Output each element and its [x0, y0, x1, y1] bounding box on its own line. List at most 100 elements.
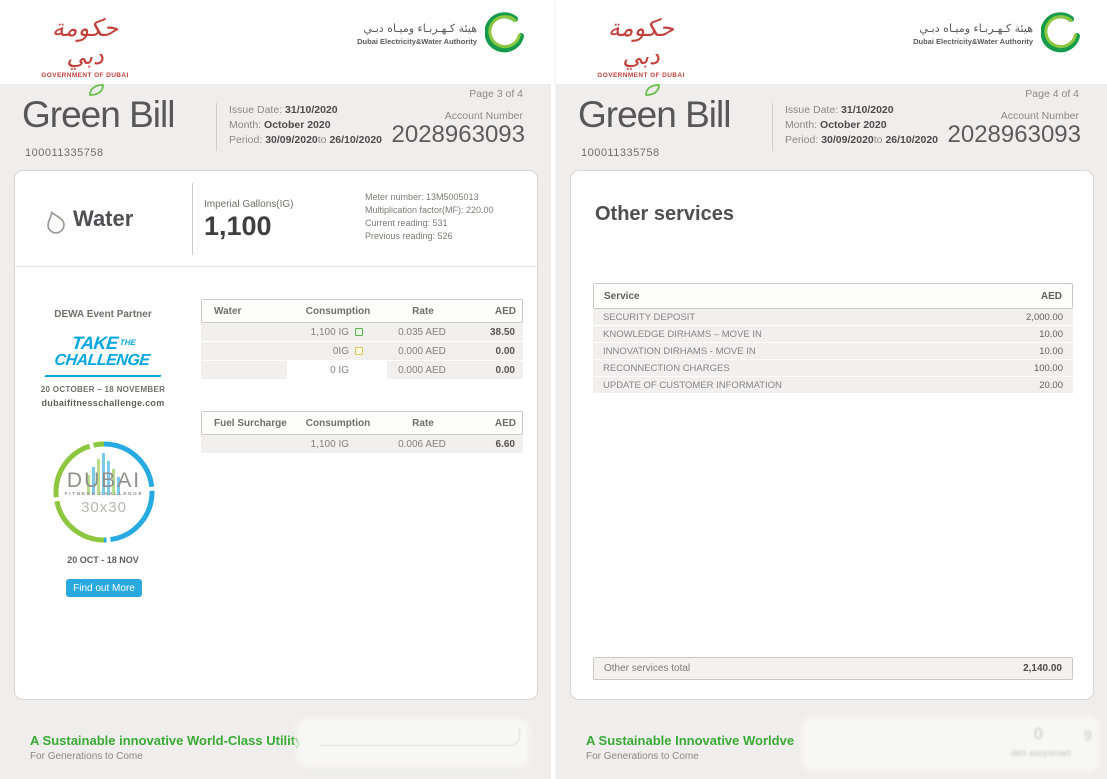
aed-cell: 38.50: [489, 326, 515, 338]
event-partner-label: DEWA Event Partner: [54, 309, 152, 320]
the-text: THE: [119, 338, 137, 347]
dewa-logo: هيئة كـهـربـاء وميـاه دبـي Dubai Electri…: [913, 12, 1085, 56]
month-label: Month:: [229, 119, 262, 131]
total-value: 2,140.00: [1023, 663, 1062, 674]
table-row: KNOWLEDGE DIRHAMS – MOVE IN 10.00: [593, 326, 1073, 343]
redacted-area: [300, 722, 525, 764]
divider: [15, 266, 537, 267]
redacted-fragment: 9: [1084, 727, 1092, 743]
dewa-swoosh-icon: [485, 12, 524, 53]
water-card: Water Imperial Gallons(IG) 1,100 Meter n…: [14, 170, 538, 700]
gov-caption: GOVERNMENT OF DUBAI: [597, 72, 685, 79]
period-from: 30/09/2020: [821, 134, 874, 146]
col-rate: Rate: [412, 417, 434, 429]
aed-cell: 2,000.00: [1026, 311, 1063, 323]
divider: [216, 103, 217, 151]
redacted-fragment: dert aasysmart: [1011, 748, 1071, 758]
table-row: UPDATE OF CUSTOMER INFORMATION 20.00: [593, 377, 1073, 394]
unit-label: Imperial Gallons(IG): [204, 199, 294, 210]
previous-reading: Previous reading: 526: [365, 231, 453, 241]
issue-date-label: Issue Date:: [229, 104, 283, 116]
issue-date-value: 31/10/2020: [841, 104, 894, 116]
dewa-english-name: Dubai Electricity&Water Authority: [913, 37, 1033, 46]
col-service: Service: [604, 290, 640, 302]
challenge-dates: 20 OCTOBER – 18 NOVEMBER: [40, 385, 166, 394]
table-row: 1,100 IG 0.035 AED 38.50: [201, 323, 523, 342]
month-label: Month:: [785, 119, 818, 131]
issue-info: Issue Date: 31/10/2020 Month: October 20…: [785, 103, 938, 148]
page-gutter: [551, 0, 556, 779]
issue-info: Issue Date: 31/10/2020 Month: October 20…: [229, 103, 382, 148]
redacted-area: [806, 720, 1096, 768]
period-from: 30/09/2020: [265, 134, 318, 146]
dewa-arabic-name: هيئة كـهـربـاء وميـاه دبـي: [919, 22, 1033, 35]
aed-cell: 0.00: [495, 364, 515, 376]
take-text: TAKE: [70, 333, 119, 353]
other-services-total-row: Other services total 2,140.00: [593, 657, 1073, 680]
col-water: Water: [214, 305, 242, 317]
service-cell: UPDATE OF CUSTOMER INFORMATION: [603, 379, 782, 391]
other-services-title: Other services: [595, 203, 734, 225]
period-to-word: to: [317, 134, 327, 146]
account-number-label: Account Number: [1000, 110, 1079, 122]
logo-band: حكومة دبي GOVERNMENT OF DUBAI هيئة كـهـر…: [556, 0, 1107, 84]
find-out-more-button[interactable]: Find out More: [66, 579, 142, 597]
bill-number: 100011335758: [25, 147, 104, 159]
issue-date-value: 31/10/2020: [285, 104, 338, 116]
aed-cell: 10.00: [1039, 328, 1063, 340]
footer-slogan: A Sustainable Innovative Worldve: [586, 733, 795, 748]
col-consumption: Consumption: [305, 417, 371, 429]
aed-cell: 6.60: [495, 438, 515, 450]
dewa-english-name: Dubai Electricity&Water Authority: [357, 37, 477, 46]
period-to-word: to: [873, 134, 883, 146]
table-row: 0 IG 0.000 AED 0.00: [201, 361, 523, 380]
consumption-cell: 0IG: [332, 345, 349, 357]
consumption-cell: 1,100 IG: [310, 438, 349, 450]
period-label: Period:: [785, 134, 819, 146]
dewa-swoosh-icon: [1041, 12, 1080, 53]
dfc-dates: 20 OCT - 18 NOV: [67, 555, 139, 565]
meter-details: Meter number: 13M5005013 Multiplication …: [365, 191, 494, 243]
service-cell: INNOVATION DIRHAMS - MOVE IN: [603, 345, 756, 357]
gov-caption: GOVERNMENT OF DUBAI: [41, 72, 129, 79]
period-to: 26/10/2020: [885, 134, 939, 146]
green-bill-title: Green Bill: [22, 94, 175, 135]
table-row: RECONNECTION CHARGES 100.00: [593, 360, 1073, 377]
dfc-title: DUBAI: [66, 469, 142, 492]
water-drop-icon: [47, 210, 65, 234]
total-label: Other services total: [604, 663, 691, 674]
aed-cell: 100.00: [1033, 362, 1063, 374]
skyline-icon: [87, 453, 120, 495]
page-number: Page 3 of 4: [469, 88, 523, 100]
table-header-row: Fuel Surcharge Consumption Rate AED: [201, 411, 523, 435]
fuel-surcharge-table: Fuel Surcharge Consumption Rate AED 1,10…: [201, 411, 523, 454]
aed-cell: 10.00: [1039, 345, 1063, 357]
gov-arabic-calligraphy: حكومة دبي: [607, 14, 675, 70]
government-of-dubai-logo: حكومة دبي GOVERNMENT OF DUBAI: [30, 14, 140, 79]
take-the-challenge-logo: TAKETHE CHALLENGE: [13, 333, 193, 370]
col-aed: AED: [494, 417, 516, 429]
period-label: Period:: [229, 134, 263, 146]
service-cell: RECONNECTION CHARGES: [603, 362, 730, 374]
aed-cell: 20.00: [1039, 379, 1063, 391]
table-row: SECURITY DEPOSIT 2,000.00: [593, 309, 1073, 326]
page-number: Page 4 of 4: [1025, 88, 1079, 100]
dfc-subtitle: FITNESS CHALLENGE: [64, 492, 144, 497]
leaf-icon: [645, 84, 660, 96]
table-row: 0IG 0.000 AED 0.00: [201, 342, 523, 361]
meter-number: Meter number: 13M5005013: [365, 192, 479, 202]
water-section-title: Water: [73, 206, 134, 231]
challenge-website-link[interactable]: dubaifitnesschallenge.com: [41, 398, 165, 408]
footer-slogan: A Sustainable innovative World-Class Uti…: [30, 733, 303, 748]
table-row: INNOVATION DIRHAMS - MOVE IN 10.00: [593, 343, 1073, 360]
divider: [192, 183, 193, 255]
service-cell: KNOWLEDGE DIRHAMS – MOVE IN: [603, 328, 762, 340]
redacted-outline: [320, 728, 520, 746]
divider: [772, 103, 773, 151]
slab-indicator-green-icon: [355, 328, 363, 336]
service-cell: SECURITY DEPOSIT: [603, 311, 696, 323]
consumption-cell: 1,100 IG: [310, 326, 349, 338]
footer-subtitle: For Generations to Come: [30, 751, 143, 762]
leaf-icon: [89, 84, 104, 96]
